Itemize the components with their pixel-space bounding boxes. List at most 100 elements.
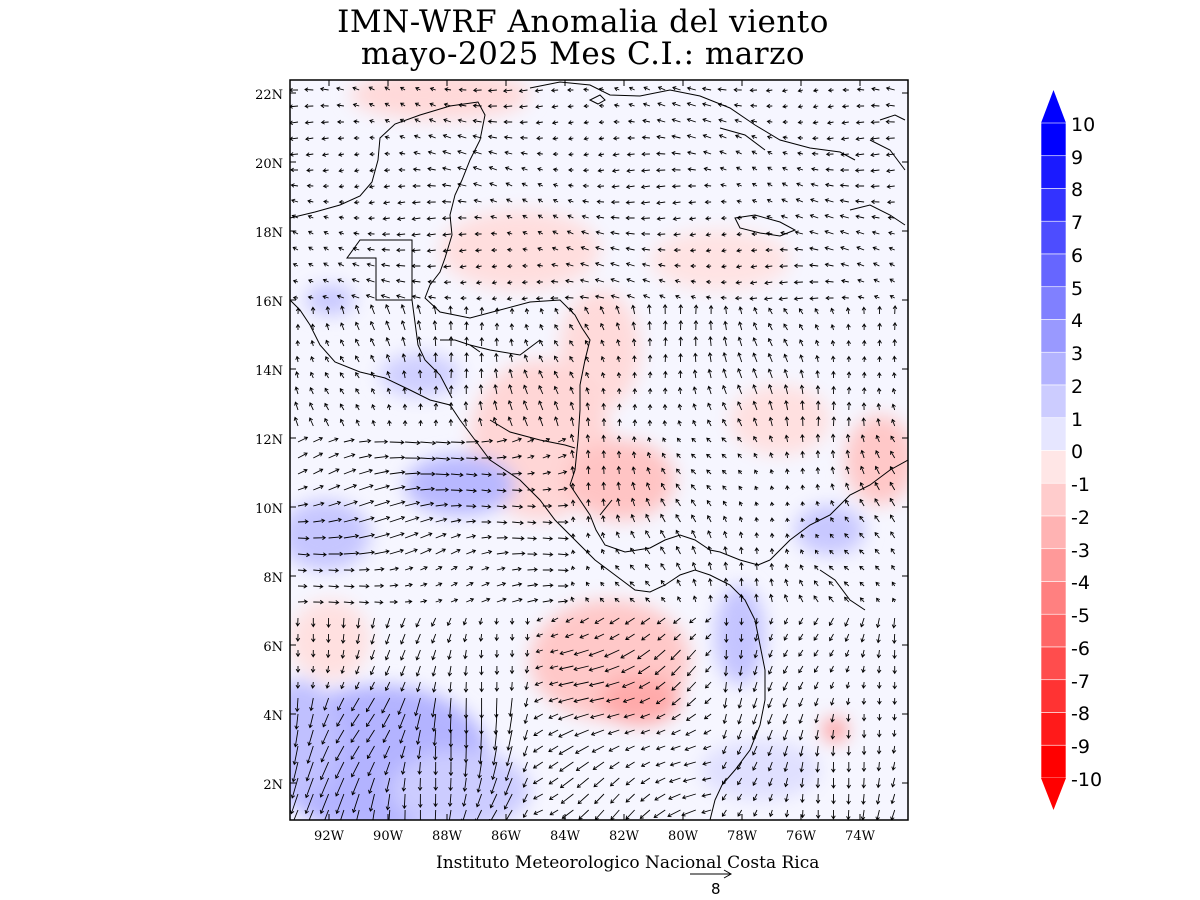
- wind-vector: [631, 338, 637, 347]
- wind-vector: [722, 401, 727, 411]
- wind-vector: [889, 514, 896, 523]
- wind-vector: [671, 118, 681, 123]
- wind-vector: [509, 617, 515, 625]
- wind-vector: [323, 246, 329, 251]
- wind-vector: [800, 415, 805, 427]
- wind-vector: [558, 583, 569, 589]
- wind-vector: [537, 247, 543, 252]
- wind-vector: [489, 182, 498, 187]
- wind-vector: [457, 166, 467, 171]
- wind-vector: [383, 184, 390, 189]
- wind-vector: [601, 387, 606, 395]
- wind-vector: [599, 305, 605, 315]
- colorbar-swatch: [1040, 253, 1067, 288]
- wind-vector: [435, 532, 447, 539]
- wind-vector: [846, 339, 851, 347]
- wind-vector: [885, 136, 895, 141]
- wind-vector: [876, 777, 881, 789]
- wind-vector: [600, 322, 605, 331]
- wind-vector: [783, 593, 789, 603]
- wind-vector: [875, 434, 880, 443]
- wind-vector: [426, 199, 436, 205]
- wind-vector: [450, 582, 458, 587]
- wind-vector: [385, 320, 391, 331]
- wind-vector: [627, 135, 635, 141]
- wind-vector: [512, 437, 522, 443]
- wind-vector: [685, 729, 697, 736]
- wind-vector: [629, 597, 635, 603]
- wind-vector: [374, 484, 391, 491]
- wind-vector: [584, 306, 590, 315]
- wind-vector: [600, 355, 605, 363]
- wind-vector: [642, 278, 651, 283]
- wind-vector: [343, 438, 355, 443]
- wind-vector: [707, 545, 712, 555]
- wind-vector: [815, 517, 820, 523]
- wind-vector: [460, 295, 467, 301]
- wind-vector: [655, 681, 666, 690]
- wind-vector: [859, 617, 865, 628]
- wind-vector: [305, 761, 314, 782]
- wind-vector: [297, 583, 308, 589]
- wind-vector: [830, 307, 835, 315]
- wind-vector: [769, 547, 775, 555]
- wind-vector: [569, 340, 574, 347]
- wind-vector: [861, 746, 867, 756]
- wind-vector: [340, 322, 345, 331]
- wind-vector: [293, 416, 299, 427]
- wind-vector: [624, 745, 635, 752]
- wind-vector: [891, 617, 897, 629]
- wind-vector: [586, 565, 591, 571]
- wind-vector: [723, 530, 728, 539]
- wind-vector: [753, 306, 758, 315]
- wind-vector: [705, 248, 712, 253]
- wind-vector: [646, 451, 652, 459]
- wind-vector: [308, 246, 314, 251]
- wind-vector: [509, 307, 515, 315]
- wind-vector: [479, 306, 485, 315]
- wind-vector: [859, 549, 865, 555]
- wind-vector: [339, 388, 345, 395]
- wind-vector: [479, 367, 484, 379]
- wind-vector: [508, 384, 513, 395]
- wind-vector: [322, 713, 330, 728]
- wind-vector: [524, 323, 529, 331]
- wind-vector: [824, 229, 834, 235]
- wind-vector: [795, 214, 804, 219]
- wind-vector: [891, 581, 896, 587]
- wind-vector: [396, 216, 406, 222]
- wind-vector: [581, 214, 589, 219]
- wind-vector: [688, 216, 696, 221]
- wind-vector: [640, 761, 651, 768]
- wind-vector: [385, 617, 391, 629]
- wind-vector: [305, 152, 314, 157]
- wind-vector: [290, 87, 299, 93]
- wind-vector: [491, 247, 497, 253]
- wind-vector: [494, 649, 500, 659]
- wind-vector: [671, 150, 681, 156]
- wind-vector: [567, 183, 574, 188]
- wind-vector: [521, 280, 528, 285]
- wind-vector: [739, 546, 744, 555]
- wind-vector: [647, 436, 652, 443]
- wind-vector: [663, 353, 668, 363]
- wind-vector: [597, 168, 605, 173]
- wind-vector: [737, 352, 743, 363]
- wind-vector: [737, 777, 743, 786]
- wind-vector: [871, 230, 880, 235]
- wind-vector: [859, 482, 865, 491]
- wind-vector: [401, 777, 407, 792]
- wind-vector: [542, 583, 554, 588]
- wind-vector: [738, 321, 743, 331]
- wind-vector: [309, 371, 315, 379]
- wind-vector: [297, 436, 309, 443]
- map-title-line1: IMN-WRF Anomalia del viento: [337, 4, 829, 40]
- wind-vector: [466, 519, 477, 524]
- wind-vector: [671, 167, 681, 173]
- wind-vector: [304, 777, 314, 799]
- wind-vector: [426, 264, 436, 269]
- wind-vector: [551, 262, 559, 268]
- wind-vector: [579, 617, 589, 624]
- wind-vector: [704, 681, 712, 689]
- wind-vector: [509, 634, 515, 641]
